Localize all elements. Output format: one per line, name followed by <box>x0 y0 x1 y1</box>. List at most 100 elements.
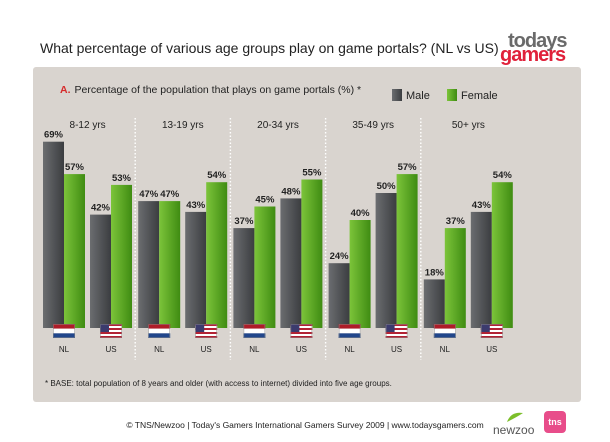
flag-stripe <box>480 332 503 334</box>
data-label-female: 57% <box>398 162 418 173</box>
flag-us-icon <box>385 324 408 338</box>
flag-stripe <box>148 328 171 334</box>
footnote: * BASE: total population of 8 years and … <box>45 379 392 388</box>
bar-female <box>159 201 181 328</box>
flag-stripe <box>480 336 503 338</box>
flag-stripe <box>195 334 218 336</box>
bar-female <box>254 206 276 328</box>
flag-stripe <box>480 334 503 336</box>
flag-us-icon <box>480 324 503 338</box>
bar-male <box>138 201 160 328</box>
bar-female <box>111 184 132 328</box>
data-label-male: 24% <box>330 251 350 262</box>
flag-stripe <box>53 333 75 338</box>
flag-stripe <box>53 324 75 329</box>
flag-stripe <box>385 336 408 338</box>
flag-stripe <box>290 336 313 338</box>
country-label: US <box>296 345 307 354</box>
flag-stripe <box>243 333 266 338</box>
flag-us-icon <box>290 324 313 338</box>
country-label: NL <box>344 345 355 354</box>
flag-stripe <box>290 330 313 332</box>
flag-stripe <box>148 324 171 329</box>
data-label-female: 57% <box>65 162 85 173</box>
bar-female <box>444 228 466 328</box>
data-label-female: 54% <box>493 170 513 181</box>
flag-stripe <box>385 328 408 330</box>
flag-stripe <box>195 332 218 334</box>
flag-stripe <box>480 330 503 332</box>
flag-border <box>385 324 408 338</box>
logo-line-1: todays <box>508 30 567 52</box>
flag-us-icon <box>195 324 218 338</box>
newzoo-logo: newzoo <box>493 411 539 437</box>
data-label-female: 37% <box>446 216 466 227</box>
flag-canton <box>385 324 395 332</box>
flag-stripe <box>433 333 456 338</box>
flag-stripe <box>290 334 313 336</box>
newzoo-leaf-icon <box>507 412 523 422</box>
legend-male: Male <box>392 89 430 102</box>
data-label-male: 43% <box>186 200 206 211</box>
data-label-male: 18% <box>425 267 445 278</box>
age-group-label: 50+ yrs <box>452 120 485 131</box>
country-label: NL <box>440 345 451 354</box>
flag-stripe <box>100 336 122 338</box>
flag-stripe <box>100 328 122 330</box>
flag-nl-icon <box>243 324 266 338</box>
copyright-footer: © TNS/Newzoo | Today's Gamers Internatio… <box>126 420 484 430</box>
data-label-male: 50% <box>377 181 397 192</box>
flag-nl-icon <box>148 324 171 338</box>
flag-stripe <box>195 330 218 332</box>
flag-border <box>338 324 361 338</box>
flag-stripe <box>480 324 503 326</box>
flag-stripe <box>100 326 122 328</box>
country-label: NL <box>59 345 70 354</box>
flag-border <box>195 324 217 338</box>
flag-stripe <box>385 330 408 332</box>
legend-female-swatch <box>447 89 457 101</box>
flag-nl-icon <box>338 324 361 338</box>
data-label-male: 42% <box>91 203 111 214</box>
logo-line-2: gamers <box>500 44 566 66</box>
data-label-female: 40% <box>351 208 371 219</box>
flag-stripe <box>243 324 266 329</box>
legend-female: Female <box>447 89 498 102</box>
flag-border <box>243 324 266 338</box>
flag-canton <box>480 324 490 332</box>
flag-stripe <box>385 324 408 326</box>
flag-stripe <box>100 332 122 334</box>
flag-stripe <box>100 334 122 336</box>
legend-male-swatch <box>392 89 402 101</box>
flag-canton <box>195 324 205 332</box>
country-label: US <box>201 345 212 354</box>
data-label-female: 54% <box>207 170 227 181</box>
flag-stripe <box>195 328 218 330</box>
bar-female <box>491 182 513 328</box>
flag-stripe <box>480 328 503 330</box>
flag-stripe <box>433 324 456 329</box>
data-label-female: 53% <box>112 173 132 184</box>
flag-stripe <box>385 334 408 336</box>
age-group-label: 20-34 yrs <box>257 120 299 131</box>
flag-stripe <box>338 328 361 334</box>
chart-subtitle-text: Percentage of the population that plays … <box>74 84 362 96</box>
country-label: US <box>105 345 116 354</box>
flag-stripe <box>53 328 75 334</box>
bar-female <box>396 174 418 328</box>
bar-female <box>64 174 85 328</box>
flag-border <box>53 324 75 338</box>
data-label-female: 45% <box>255 195 275 206</box>
data-label-female: 47% <box>160 189 180 200</box>
data-label-female: 55% <box>302 168 322 179</box>
flag-nl-icon <box>433 324 456 338</box>
bar-male <box>423 279 445 328</box>
data-label-male: 69% <box>44 130 64 141</box>
flag-border <box>100 324 122 338</box>
newzoo-logo-text: newzoo <box>493 423 535 437</box>
flag-stripe <box>243 328 266 334</box>
flag-stripe <box>100 324 122 326</box>
flag-stripe <box>290 324 313 326</box>
flag-canton <box>100 324 109 332</box>
legend-female-label: Female <box>461 90 498 102</box>
